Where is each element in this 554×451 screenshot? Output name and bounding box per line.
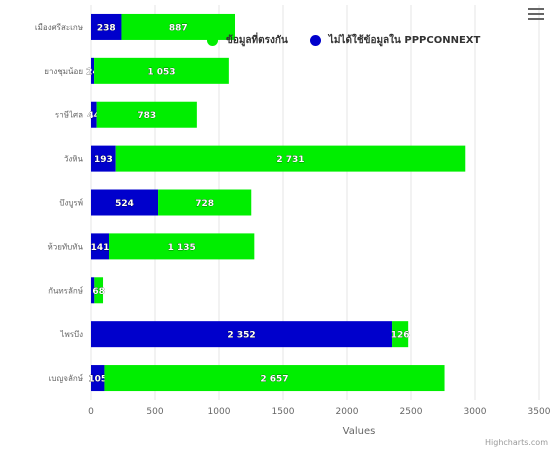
- y-category-label: บึงบูรพ์: [59, 198, 83, 209]
- bar-segment: [91, 145, 116, 172]
- data-label: 887: [169, 23, 188, 33]
- bar-segment: [91, 57, 95, 84]
- chart-legend: ข้อมูลที่ตรงกัน ไม่ได้ใช้ข้อมูลใน PPPCON…: [207, 33, 502, 48]
- bar-segment: [104, 365, 445, 392]
- x-tick-label: 2500: [400, 407, 423, 417]
- bar-segment: [109, 233, 255, 260]
- bar-segment: [96, 101, 197, 128]
- data-label: 126: [391, 331, 410, 341]
- legend-item-matched[interactable]: ข้อมูลที่ตรงกัน: [207, 33, 288, 48]
- y-category-label: กันทรลักษ์: [48, 285, 83, 295]
- bar-segment: [91, 277, 95, 304]
- x-tick-label: 0: [88, 407, 94, 417]
- y-category-label: เมืองศรีสะเกษ: [35, 23, 83, 32]
- data-label: 728: [195, 199, 214, 209]
- y-category-label: วังหิน: [64, 155, 84, 164]
- data-label: 2 731: [276, 155, 304, 165]
- bar-segment: [91, 13, 122, 40]
- data-label: 1 053: [147, 67, 175, 77]
- bar-segment: [91, 321, 393, 348]
- bar-segment: [115, 145, 466, 172]
- x-tick-label: 500: [146, 407, 163, 417]
- x-tick-label: 3000: [464, 407, 487, 417]
- data-label: 238: [97, 23, 116, 33]
- y-category-label: ห้วยทับทัน: [47, 242, 83, 251]
- data-label: 1 135: [168, 243, 196, 253]
- bar-segment: [392, 321, 409, 348]
- bar-segment: [91, 365, 105, 392]
- data-label: 783: [137, 111, 156, 121]
- data-label: 193: [94, 155, 113, 165]
- data-label: 2 352: [227, 331, 255, 341]
- x-tick-label: 3500: [528, 407, 551, 417]
- legend-item-not-used[interactable]: ไม่ได้ใช้ข้อมูลใน PPPCONNEXT: [309, 33, 481, 48]
- bar-segment: [91, 233, 110, 260]
- data-label: 2 657: [260, 375, 288, 385]
- y-category-label: ราษีไศล: [55, 111, 83, 120]
- bar-segment: [158, 189, 252, 216]
- y-category-label: ไพรบึง: [59, 330, 83, 339]
- x-tick-label: 2000: [336, 407, 359, 417]
- bar-segment: [94, 277, 104, 304]
- hamburger-menu-icon[interactable]: [528, 6, 544, 20]
- data-label: 24: [86, 67, 99, 77]
- data-label: 44: [88, 111, 101, 121]
- legend-label-not-used: ไม่ได้ใช้ข้อมูลใน PPPCONNEXT: [328, 35, 481, 46]
- x-axis-title: Values: [343, 426, 376, 437]
- credits-label[interactable]: Highcharts.com: [485, 438, 548, 447]
- x-tick-label: 1500: [272, 407, 295, 417]
- data-label: 141: [91, 243, 110, 253]
- bar-segment: [91, 189, 159, 216]
- y-category-label: ยางชุมน้อย: [44, 67, 83, 76]
- x-tick-label: 1000: [208, 407, 231, 417]
- data-label: 105: [88, 375, 107, 385]
- legend-dot-not-used: [309, 35, 321, 46]
- legend-dot-matched: [207, 35, 218, 46]
- data-label: 524: [115, 199, 134, 209]
- legend-label-matched: ข้อมูลที่ตรงกัน: [226, 35, 288, 46]
- data-label: 68: [92, 287, 105, 297]
- bar-segment: [94, 57, 229, 84]
- bar-segment: [91, 101, 97, 128]
- y-category-label: เบญจลักษ์: [49, 373, 84, 383]
